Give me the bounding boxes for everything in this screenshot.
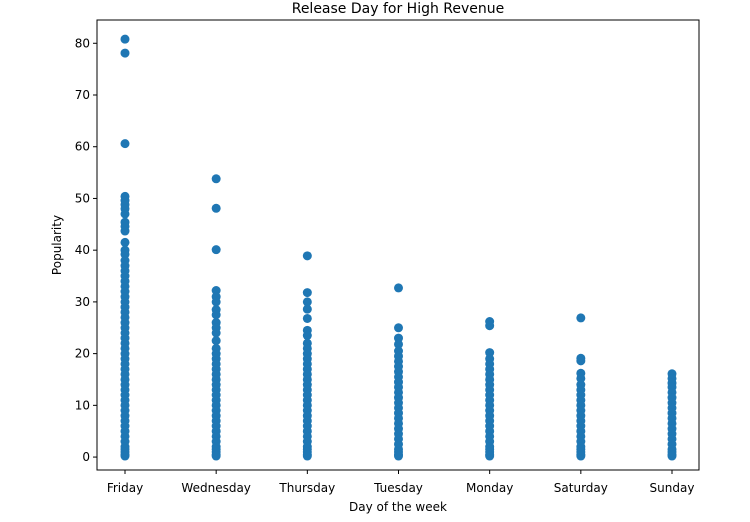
data-point — [302, 331, 312, 341]
data-point — [576, 313, 586, 323]
data-point — [211, 286, 221, 296]
x-tick-label: Tuesday — [373, 481, 423, 495]
y-tick-label: 20 — [75, 347, 90, 361]
x-tick-label: Monday — [466, 481, 513, 495]
data-point — [576, 373, 586, 383]
data-point — [120, 48, 130, 58]
x-tick-label: Thursday — [278, 481, 335, 495]
data-point — [576, 451, 586, 461]
x-tick-label: Saturday — [554, 481, 608, 495]
data-point — [667, 451, 677, 461]
x-tick-label: Friday — [107, 481, 143, 495]
data-point — [302, 304, 312, 314]
data-point — [394, 451, 403, 461]
data-point — [302, 313, 312, 323]
data-point — [302, 297, 312, 307]
data-point — [120, 226, 130, 236]
data-point — [211, 451, 221, 461]
x-axis: Friday Wednesday Thursday Tuesday Monday Satu… — [107, 470, 695, 495]
data-point — [211, 310, 221, 320]
y-tick-label: 60 — [75, 140, 90, 154]
y-tick-label: 10 — [75, 398, 90, 412]
x-tick-label: Sunday — [650, 481, 695, 495]
data-point — [211, 328, 221, 338]
data-point — [120, 237, 130, 247]
y-tick-label: 30 — [75, 295, 90, 309]
data-point — [485, 451, 495, 461]
data-point — [302, 288, 312, 298]
data-point — [394, 339, 403, 349]
y-tick-label: 70 — [75, 88, 90, 102]
y-tick-label: 80 — [75, 36, 90, 50]
x-axis-label: Day of the week — [349, 500, 447, 514]
data-point — [302, 251, 312, 261]
data-point — [394, 323, 403, 333]
data-point — [485, 348, 495, 358]
data-point — [485, 321, 495, 331]
data-point — [394, 283, 403, 293]
y-axis: 0 10 20 30 40 50 60 70 80 — [75, 36, 97, 464]
data-point — [120, 451, 130, 461]
x-tick-label: Wednesday — [181, 481, 250, 495]
data-point — [211, 245, 221, 255]
data-point — [394, 333, 403, 343]
data-point — [211, 297, 221, 307]
data-point — [120, 249, 130, 259]
data-point — [211, 174, 221, 184]
data-point — [576, 356, 586, 366]
points-group — [120, 34, 677, 461]
y-tick-label: 50 — [75, 191, 90, 205]
data-point — [120, 34, 130, 44]
data-point — [120, 139, 130, 149]
data-point — [211, 203, 221, 213]
data-point — [120, 209, 130, 219]
y-tick-label: 0 — [82, 450, 90, 464]
data-point — [211, 336, 221, 346]
chart-title: Release Day for High Revenue — [292, 1, 505, 17]
y-axis-label: Popularity — [50, 215, 64, 275]
y-tick-label: 40 — [75, 243, 90, 257]
data-point — [302, 451, 312, 461]
